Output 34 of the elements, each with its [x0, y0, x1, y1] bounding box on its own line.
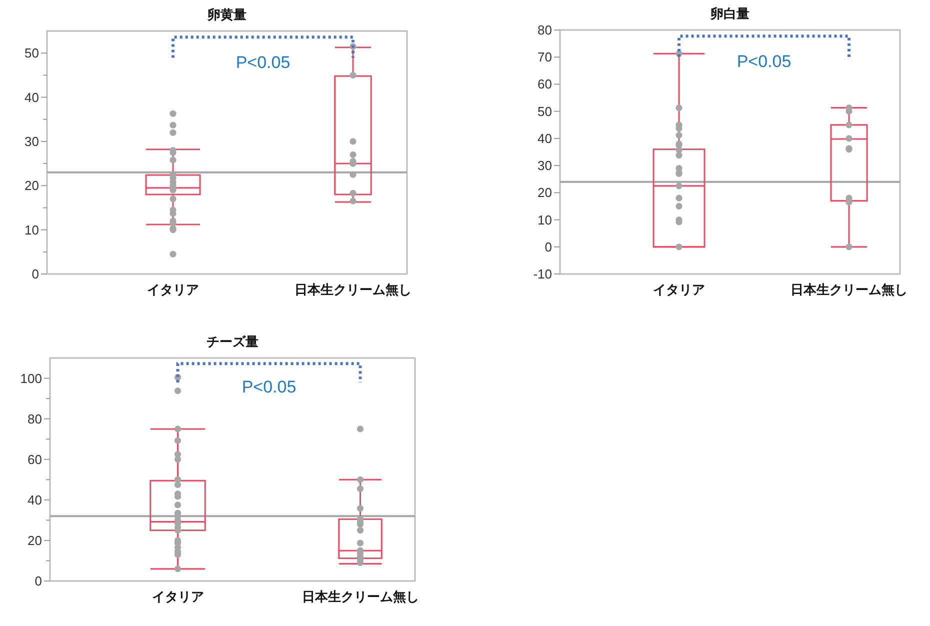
y-tick-label: 0 [544, 239, 552, 254]
x-tick-label: 日本生クリーム無し [302, 589, 419, 604]
annotation: P<0.05 [736, 52, 792, 72]
y-tick-label: 70 [538, 50, 552, 65]
x-tick-label: 日本生クリーム無し [294, 282, 412, 297]
y-tick-label: 30 [24, 134, 39, 149]
chart-title: 卵黄量 [206, 7, 246, 22]
y-tick-label: 40 [538, 130, 552, 146]
annotation: P<0.05 [242, 377, 296, 396]
y-tick-label: 20 [538, 185, 552, 200]
x-tick-label: イタリア [152, 589, 204, 604]
y-tick-label: 50 [538, 104, 552, 119]
y-tick-label: 0 [32, 266, 39, 282]
annotation: P<0.05 [236, 53, 290, 72]
y-tick-label: 80 [538, 22, 552, 38]
x-tick-label: 日本生クリーム無し [790, 282, 908, 297]
chart-title: 卵白量 [710, 6, 750, 21]
y-tick-label: 40 [28, 492, 42, 508]
y-tick-label: 20 [28, 532, 42, 548]
y-tick-label: 50 [24, 46, 39, 61]
y-tick-label: 40 [24, 90, 39, 105]
y-tick-label: 100 [20, 370, 42, 386]
x-tick-label: イタリア [653, 282, 705, 297]
y-tick-label: 20 [24, 178, 39, 194]
y-tick-label: 60 [538, 76, 552, 92]
x-tick-label: イタリア [147, 282, 199, 297]
chart-title: チーズ量 [206, 334, 258, 349]
y-tick-label: 10 [24, 222, 39, 238]
y-tick-label: 30 [538, 158, 552, 174]
y-tick-label: 0 [34, 574, 42, 588]
y-tick-label: -10 [533, 266, 552, 282]
y-tick-label: 80 [28, 411, 42, 426]
y-tick-label: 60 [28, 452, 42, 467]
y-tick-label: 10 [538, 212, 552, 228]
